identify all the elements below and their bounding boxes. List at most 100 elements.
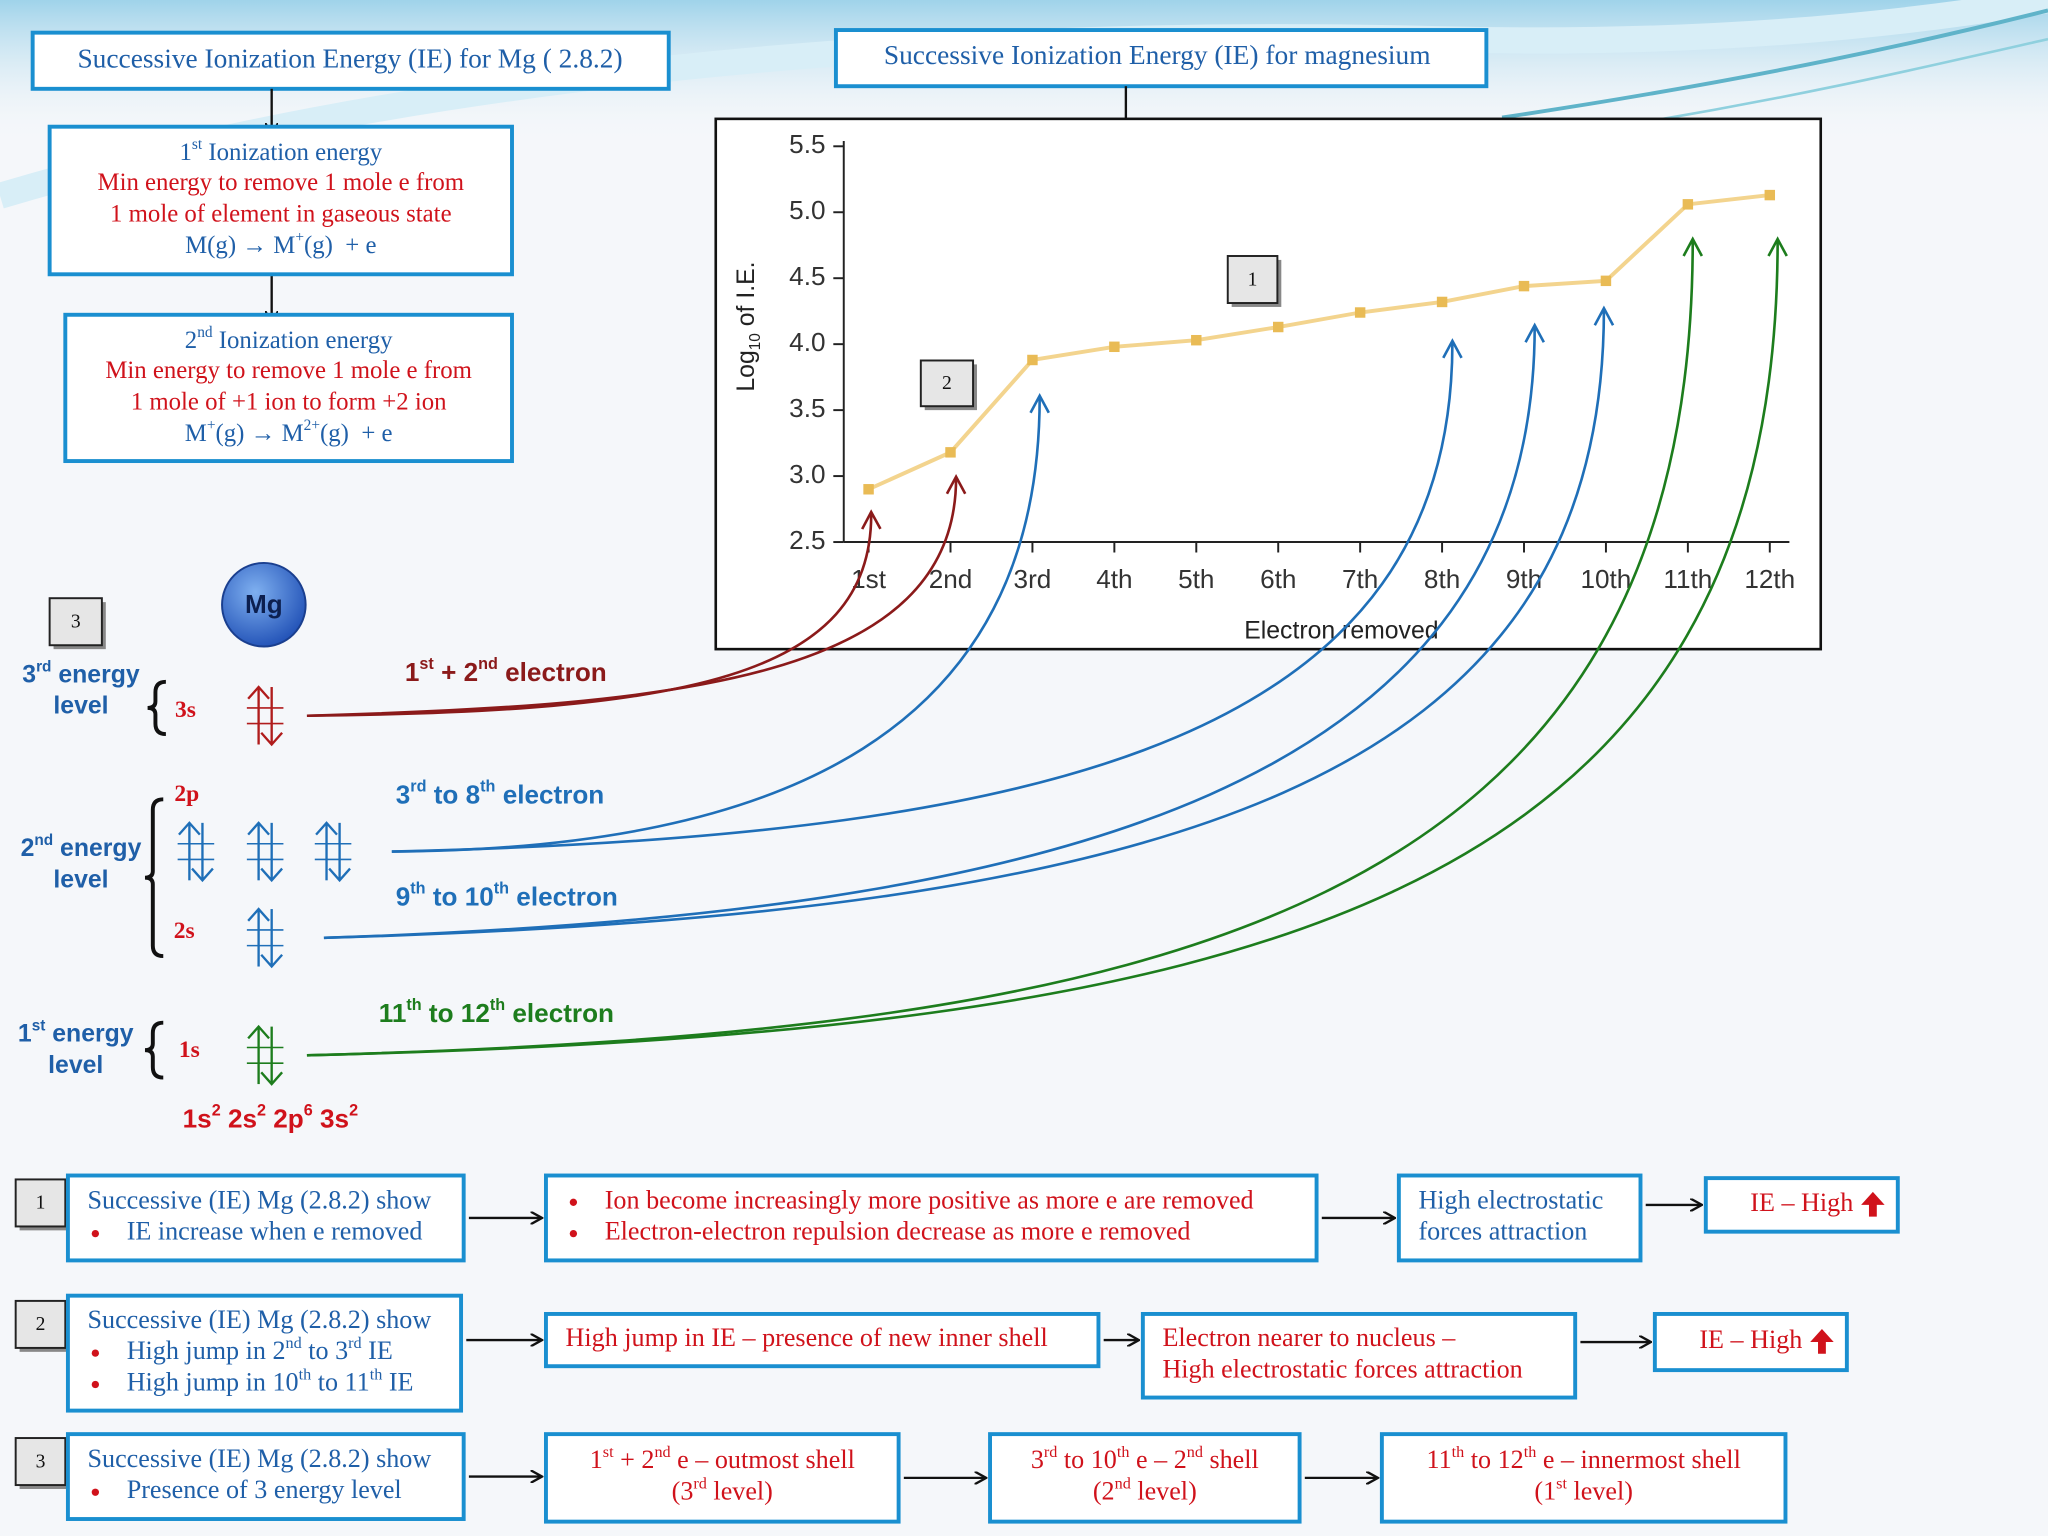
swoosh (1632, 37, 2048, 126)
electron-group-label: 9th to 10th electron (396, 880, 618, 912)
box-line: Successive (IE) Mg (2.8.2) show (88, 1444, 432, 1473)
text-part: (g) → M (215, 420, 303, 447)
text-box (65, 1173, 466, 1263)
text-part: 1 mole of +1 ion to form +2 ion (131, 388, 447, 415)
text-part: 1 (180, 139, 192, 166)
text-part: High jump in 10 (127, 1367, 299, 1396)
text-part: Successive (IE) Mg (2.8.2) show (88, 1444, 432, 1473)
box-line: Successive (IE) Mg (2.8.2) show (88, 1185, 432, 1214)
text-part: e – outmost shell (671, 1445, 855, 1474)
x-tick-label: 2nd (929, 564, 973, 594)
text-part: nd (1187, 1443, 1203, 1461)
text-box (988, 1432, 1302, 1524)
electron-group-label: 11th to 12th electron (379, 996, 614, 1028)
spin-head (260, 867, 284, 883)
text-part: M (185, 420, 207, 447)
text-part: th (370, 1365, 383, 1383)
y-tick-label: 5.0 (789, 195, 825, 225)
text-part: 2s (221, 1104, 257, 1134)
equation: M(g) → M+(g) + e (185, 229, 376, 259)
link-curve (306, 509, 882, 718)
text-part: e – 2 (1129, 1445, 1186, 1474)
sublevel-label: 3s (175, 697, 196, 723)
text-box (1140, 1311, 1578, 1400)
box-line: IE – High (1750, 1188, 1853, 1217)
data-point (1518, 280, 1530, 292)
electron-group-label: 1st + 2nd electron (405, 655, 607, 687)
text-part: th (410, 880, 425, 898)
text-part: 11 (379, 998, 407, 1028)
text-part: 2+ (304, 417, 320, 434)
link-curve (391, 393, 1050, 853)
bullet (569, 1198, 578, 1206)
box-line: 11th to 12th e – innermost shell (1427, 1443, 1741, 1474)
text-part: + 2 (614, 1445, 655, 1474)
y-axis-label: Log10 of I.E. (733, 261, 764, 391)
callout-label: 1 (1248, 269, 1258, 290)
text-part: Min energy to remove 1 mole e from (98, 169, 465, 196)
text-part: High electrostatic (1418, 1185, 1603, 1214)
x-tick-label: 3rd (1014, 564, 1052, 594)
link-curve (306, 236, 1788, 1057)
text-part: 1 mole of element in gaseous state (110, 200, 452, 227)
callout-box (919, 359, 975, 408)
text-part: to 12 (422, 998, 490, 1028)
box-line: forces attraction (1418, 1217, 1587, 1246)
link-curve (323, 322, 1545, 940)
text-part: 2 (185, 327, 197, 354)
text-box (833, 28, 1489, 89)
text-part: nd (1115, 1474, 1131, 1492)
x-tick-label: 5th (1178, 564, 1214, 594)
level-label: level (53, 866, 108, 893)
up-arrow-icon (1861, 1191, 1885, 1217)
box-line: Electron nearer to nucleus – (1162, 1323, 1456, 1352)
text-part: th (299, 1365, 312, 1383)
text-part: level) (1567, 1477, 1633, 1506)
spin-head (247, 907, 270, 922)
spin-head (191, 867, 214, 883)
box-line: High jump in IE – presence of new inner … (566, 1323, 1048, 1352)
text-part: 1 (405, 657, 420, 687)
text-part: to 8 (426, 780, 480, 810)
box-line: 1 mole of element in gaseous state (110, 200, 452, 227)
box-line: IE – High (1699, 1325, 1802, 1354)
box-title: 1st Ionization energy (180, 136, 383, 166)
text-part: th (1452, 1443, 1465, 1461)
text-part: 9 (396, 882, 411, 912)
bullet (91, 1349, 100, 1357)
spin-head (247, 1024, 270, 1040)
callout-box (1226, 255, 1279, 304)
text-part: st (1556, 1474, 1567, 1492)
box-line: IE increase when e removed (127, 1217, 423, 1246)
y-tick-label: 4.5 (789, 261, 825, 291)
box-line: Electron-electron repulsion decrease as … (605, 1217, 1191, 1246)
text-box (47, 124, 514, 277)
text-part: to 10 (1057, 1445, 1116, 1474)
level-label: 2nd energy (21, 832, 142, 862)
text-part: th (480, 778, 495, 796)
data-point (1682, 199, 1694, 210)
text-part: rd (36, 658, 51, 675)
text-part: shell (1203, 1445, 1259, 1474)
text-part: th (1524, 1443, 1537, 1461)
callout-box (14, 1178, 67, 1228)
chart-frame (714, 117, 1823, 651)
data-point (1272, 321, 1284, 333)
brace (147, 679, 166, 736)
data-line (867, 193, 1771, 492)
text-part: 2p (266, 1104, 304, 1134)
brace (144, 1020, 164, 1080)
text-part: to 11 (311, 1367, 370, 1396)
x-tick-label: 11th (1663, 564, 1712, 594)
text-part: IE – High (1750, 1188, 1853, 1217)
text-part: 2 (21, 835, 35, 862)
header-title: Successive Ionization Energy (IE) for ma… (884, 40, 1431, 70)
callout-label: 3 (71, 612, 81, 633)
text-part: (g) + e (320, 420, 393, 447)
box-line: (2nd level) (1093, 1474, 1197, 1505)
callout-label: 1 (36, 1193, 46, 1214)
level-label: level (53, 692, 108, 719)
text-part: th (494, 880, 509, 898)
text-part: of I.E. (733, 261, 760, 333)
callout-label: 2 (36, 1314, 46, 1335)
